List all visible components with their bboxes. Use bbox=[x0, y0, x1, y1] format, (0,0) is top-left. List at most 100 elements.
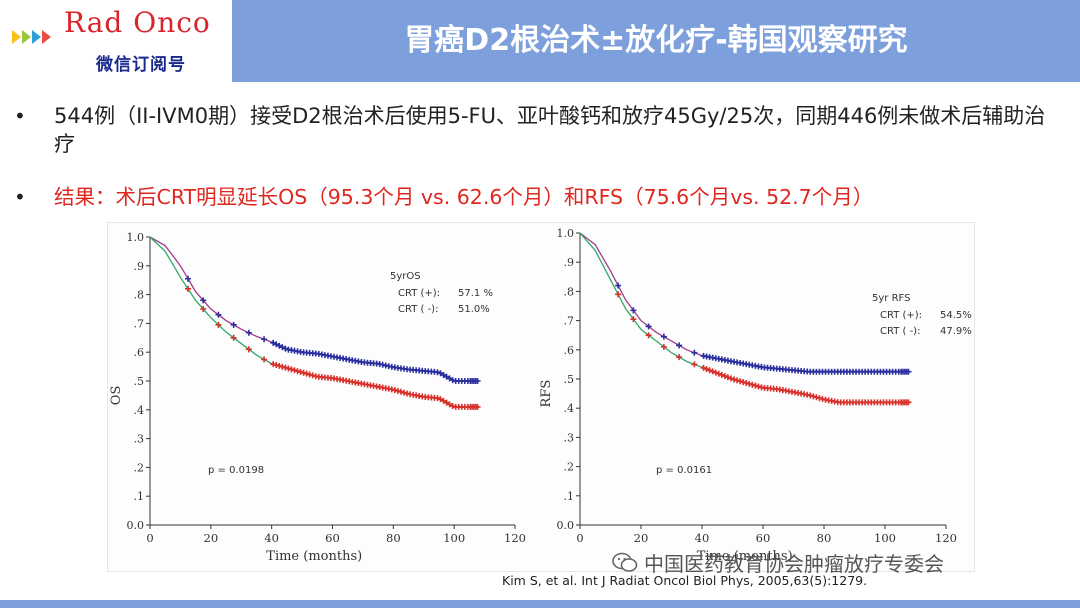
censor-mark-series-1 bbox=[676, 342, 683, 349]
censor-mark-series-2 bbox=[645, 332, 652, 339]
y-tick-label: .4 bbox=[564, 402, 575, 415]
p-value: p = 0.0161 bbox=[656, 465, 712, 476]
y-tick-label: .9 bbox=[564, 256, 575, 269]
bottom-bar bbox=[0, 600, 1080, 608]
legend-title: 5yrOS bbox=[390, 271, 421, 282]
y-tick-label: .5 bbox=[564, 373, 575, 386]
p-value: p = 0.0198 bbox=[208, 465, 264, 476]
logo: Rad Onco 微信订阅号 bbox=[0, 0, 232, 82]
chart-2: 0.0 .1 .2 .3 .4 .5 .6 .7 .8 .9 1.0 0 20 40 60 80 100 120 T… bbox=[539, 227, 972, 564]
km-band-series-1 bbox=[271, 341, 479, 382]
x-tick-label: 60 bbox=[756, 531, 771, 545]
y-tick-label: .9 bbox=[134, 260, 145, 273]
x-tick-label: 40 bbox=[264, 531, 279, 545]
y-tick-label: .3 bbox=[134, 433, 145, 446]
y-tick-label: .7 bbox=[134, 317, 145, 330]
y-tick-label: .5 bbox=[134, 375, 145, 388]
logo-text: Rad Onco bbox=[64, 6, 211, 39]
x-tick-label: 100 bbox=[443, 531, 465, 545]
y-tick-label: .1 bbox=[564, 490, 575, 503]
x-tick-label: 80 bbox=[386, 531, 401, 545]
bullet-dot: • bbox=[14, 104, 26, 128]
censor-mark-series-2 bbox=[215, 321, 222, 328]
legend-title: 5yr RFS bbox=[872, 293, 910, 304]
y-tick-label: 0.0 bbox=[557, 519, 575, 532]
bullet-dot: • bbox=[14, 185, 26, 209]
censor-mark-series-1 bbox=[261, 336, 268, 343]
x-tick-label: 0 bbox=[146, 531, 153, 545]
legend-label: CRT (+): bbox=[880, 310, 922, 321]
legend-value: 47.9% bbox=[940, 326, 972, 337]
censor-mark-series-1 bbox=[645, 323, 652, 330]
censor-mark-series-2 bbox=[230, 334, 237, 341]
km-curve-series-1 bbox=[579, 232, 910, 373]
x-axis-label: Time (months) bbox=[697, 549, 793, 564]
km-band-series-1 bbox=[701, 354, 910, 373]
censor-mark-series-2 bbox=[185, 285, 192, 292]
logo-subtitle: 微信订阅号 bbox=[96, 55, 186, 75]
km-curve-series-2 bbox=[579, 232, 910, 404]
y-axis-label: OS bbox=[109, 386, 124, 406]
legend-value: 57.1 % bbox=[458, 288, 493, 299]
x-tick-label: 80 bbox=[817, 531, 832, 545]
y-tick-label: .3 bbox=[564, 431, 575, 444]
citation: Kim S, et al. Int J Radiat Oncol Biol Ph… bbox=[502, 573, 868, 588]
bullet-text-study: 544例（II-IVM0期）接受D2根治术后使用5-FU、亚叶酸钙和放疗45Gy… bbox=[54, 104, 1046, 156]
y-tick-label: .4 bbox=[134, 404, 145, 417]
censor-mark-series-2 bbox=[630, 316, 637, 323]
x-axis-label: Time (months) bbox=[266, 549, 362, 564]
x-tick-label: 40 bbox=[695, 531, 710, 545]
km-charts-panel: 0.0 .1 .2 .3 .4 .5 .6 .7 .8 .9 1.0 0 20 40 60 80 100 120 T… bbox=[107, 222, 975, 572]
legend-label: CRT ( -): bbox=[398, 304, 438, 315]
x-tick-label: 0 bbox=[576, 531, 583, 545]
censor-mark-series-2 bbox=[615, 291, 622, 298]
censor-mark-series-1 bbox=[630, 307, 637, 314]
y-tick-label: .8 bbox=[564, 285, 575, 298]
x-tick-label: 100 bbox=[874, 531, 896, 545]
km-band-series-2 bbox=[271, 362, 479, 408]
y-tick-label: .1 bbox=[134, 490, 145, 503]
watermark-text: 中国医药教育协会肿瘤放疗专委会 bbox=[644, 552, 944, 576]
censor-mark-series-1 bbox=[200, 297, 207, 304]
censor-mark-series-1 bbox=[660, 333, 667, 340]
x-tick-label: 20 bbox=[204, 531, 219, 545]
y-tick-label: .7 bbox=[564, 315, 575, 328]
censor-mark-series-2 bbox=[245, 346, 252, 353]
chevron-arrows-icon bbox=[12, 30, 52, 44]
page-title: 胃癌D2根治术±放化疗-韩国观察研究 bbox=[404, 23, 908, 58]
y-tick-label: 0.0 bbox=[127, 519, 145, 532]
legend-value: 51.0% bbox=[458, 304, 490, 315]
censor-mark-series-2 bbox=[676, 354, 683, 361]
x-tick-label: 120 bbox=[935, 531, 957, 545]
x-tick-label: 120 bbox=[504, 531, 526, 545]
legend-label: CRT (+): bbox=[398, 288, 440, 299]
censor-mark-series-2 bbox=[200, 306, 207, 312]
censor-mark-series-1 bbox=[230, 321, 237, 328]
km-charts-svg: 0.0 .1 .2 .3 .4 .5 .6 .7 .8 .9 1.0 0 20 40 60 80 100 120 T… bbox=[109, 227, 972, 564]
y-tick-label: .2 bbox=[564, 461, 575, 474]
censor-mark-series-2 bbox=[261, 356, 268, 363]
censor-mark-series-2 bbox=[691, 361, 698, 368]
x-tick-label: 20 bbox=[634, 531, 649, 545]
censor-mark-series-2 bbox=[660, 343, 667, 350]
censor-mark-series-1 bbox=[185, 275, 192, 282]
y-tick-label: .2 bbox=[134, 461, 145, 474]
censor-mark-series-1 bbox=[691, 349, 698, 356]
chart-1: 0.0 .1 .2 .3 .4 .5 .6 .7 .8 .9 1.0 0 20 40 60 80 100 120 T… bbox=[109, 231, 526, 564]
legend-label: CRT ( -): bbox=[880, 326, 920, 337]
watermark: 中国医药教育协会肿瘤放疗专委会 bbox=[612, 548, 944, 577]
km-band-series-2 bbox=[701, 366, 910, 404]
km-curve-series-2 bbox=[149, 236, 479, 408]
y-tick-label: .8 bbox=[134, 289, 145, 302]
wechat-icon bbox=[612, 552, 638, 572]
x-tick-label: 60 bbox=[325, 531, 340, 545]
censor-mark-series-1 bbox=[215, 311, 222, 318]
y-tick-label: 1.0 bbox=[127, 231, 145, 244]
y-tick-label: .6 bbox=[564, 344, 575, 357]
censor-mark-series-1 bbox=[615, 282, 622, 289]
y-tick-label: 1.0 bbox=[557, 227, 575, 240]
legend-value: 54.5% bbox=[940, 310, 972, 321]
y-axis-label: RFS bbox=[539, 380, 554, 408]
y-tick-label: .6 bbox=[134, 346, 145, 359]
censor-mark-series-1 bbox=[245, 329, 252, 336]
